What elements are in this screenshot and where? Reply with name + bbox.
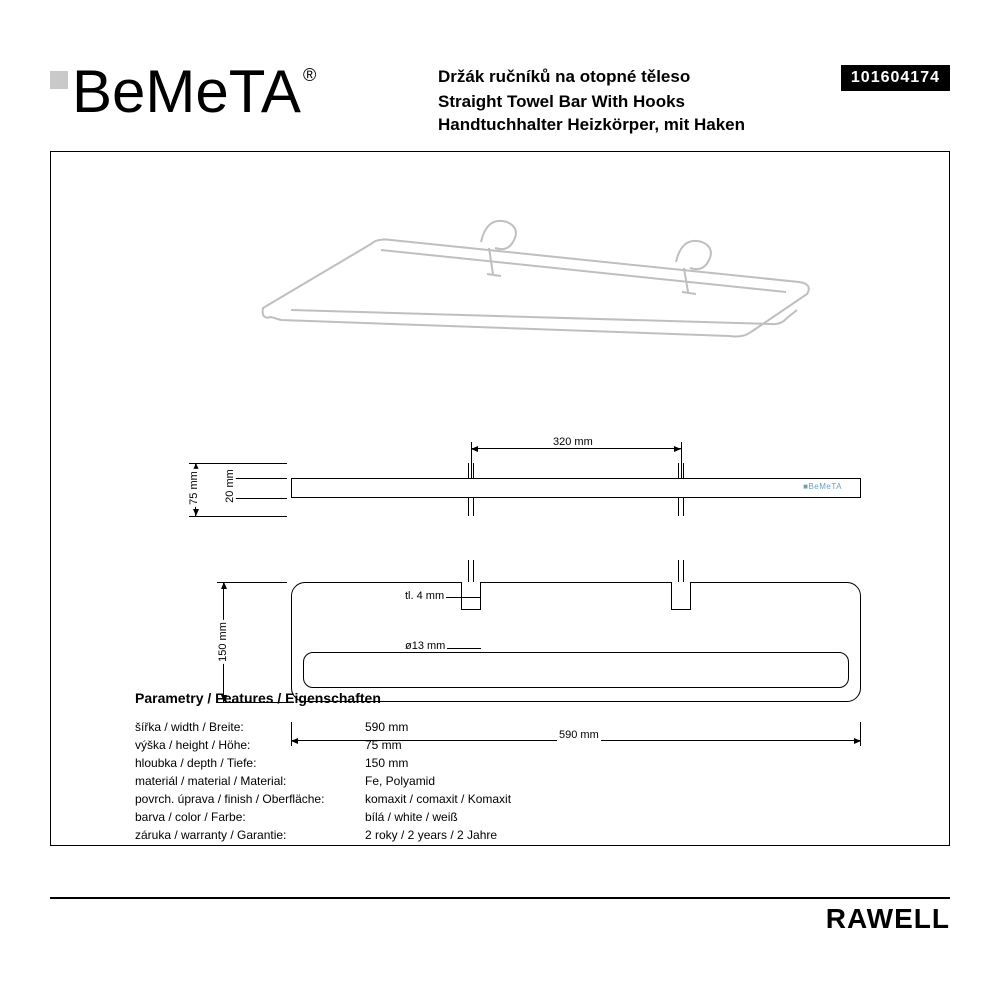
dim-height-label: 75 mm — [188, 469, 200, 507]
feature-label: povrch. úprava / finish / Oberfläche: — [135, 790, 365, 808]
feature-label: materiál / material / Material: — [135, 772, 365, 790]
title-block: Držák ručníků na otopné těleso 101604174… — [438, 65, 950, 136]
feature-row: hloubka / depth / Tiefe:150 mm — [135, 754, 511, 772]
feature-value: 590 mm — [365, 718, 408, 736]
perspective-view — [231, 182, 831, 362]
feature-value: 150 mm — [365, 754, 408, 772]
feature-row: barva / color / Farbe:bílá / white / wei… — [135, 808, 511, 826]
feature-value: 2 roky / 2 years / 2 Jahre — [365, 826, 497, 844]
product-code-badge: 101604174 — [841, 65, 950, 91]
plan-notch-right — [671, 582, 691, 610]
dim-thk-label: tl. 4 mm — [403, 590, 446, 602]
feature-row: materiál / material / Material:Fe, Polya… — [135, 772, 511, 790]
dim-width-label: 590 mm — [557, 729, 601, 741]
feature-value: bílá / white / weiß — [365, 808, 458, 826]
features-block: Parametry / Features / Eigenschaften šíř… — [135, 690, 511, 844]
logo-word: BeMeTA — [72, 58, 301, 125]
logo-square-icon — [50, 71, 68, 89]
perspective-svg — [231, 182, 831, 362]
dim-mount-spacing — [471, 448, 681, 449]
feature-value: komaxit / comaxit / Komaxit — [365, 790, 511, 808]
feature-value: Fe, Polyamid — [365, 772, 435, 790]
plan-notch-left — [461, 582, 481, 610]
plan-inner-tube — [303, 652, 849, 688]
dim-mount-spacing-label: 320 mm — [551, 436, 595, 448]
feature-row: výška / height / Höhe:75 mm — [135, 736, 511, 754]
features-heading: Parametry / Features / Eigenschaften — [135, 690, 511, 706]
feature-label: záruka / warranty / Garantie: — [135, 826, 365, 844]
feature-row: povrch. úprava / finish / Oberfläche:kom… — [135, 790, 511, 808]
registered-icon: ® — [303, 65, 316, 85]
dim-thickness-label: 20 mm — [224, 467, 236, 505]
header: BeMeTA® Držák ručníků na otopné těleso 1… — [50, 65, 950, 143]
front-elevation: 320 mm ■BeMeTA — [291, 432, 861, 522]
bar-brand-mark: ■BeMeTA — [803, 482, 842, 491]
left-dimensions: 75 mm 20 mm 150 mm — [181, 432, 281, 732]
logo-text: BeMeTA® — [72, 65, 314, 119]
feature-row: záruka / warranty / Garantie:2 roky / 2 … — [135, 826, 511, 844]
feature-label: výška / height / Höhe: — [135, 736, 365, 754]
series-name: RAWELL — [50, 897, 950, 935]
feature-label: hloubka / depth / Tiefe: — [135, 754, 365, 772]
feature-row: šířka / width / Breite:590 mm — [135, 718, 511, 736]
datasheet: BeMeTA® Držák ručníků na otopné těleso 1… — [50, 65, 950, 935]
title-cs: Držák ručníků na otopné těleso — [438, 66, 690, 89]
feature-label: barva / color / Farbe: — [135, 808, 365, 826]
feature-value: 75 mm — [365, 736, 402, 754]
brand-logo: BeMeTA® — [50, 65, 420, 119]
title-de: Handtuchhalter Heizkörper, mit Haken — [438, 114, 950, 137]
dim-depth-label: 150 mm — [217, 620, 229, 664]
dim-dia-label: ø13 mm — [403, 640, 447, 652]
feature-label: šířka / width / Breite: — [135, 718, 365, 736]
front-bar: ■BeMeTA — [291, 478, 861, 498]
title-en: Straight Towel Bar With Hooks — [438, 91, 950, 114]
